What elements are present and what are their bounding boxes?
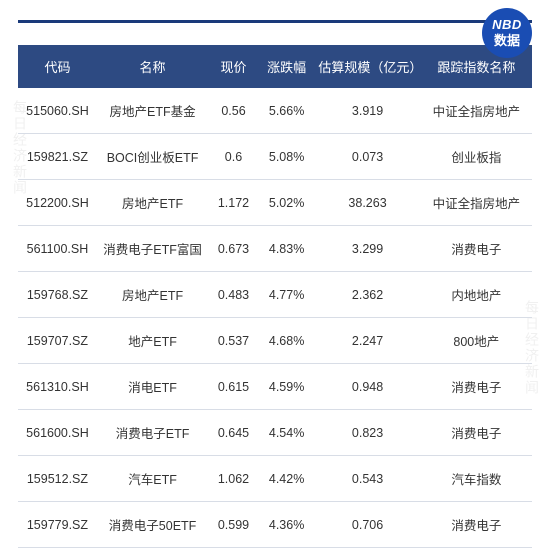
col-header-code: 代码 xyxy=(18,45,97,88)
cell-code: 561100.SH xyxy=(18,226,97,272)
cell-code: 512200.SH xyxy=(18,180,97,226)
cell-code: 561600.SH xyxy=(18,410,97,456)
col-header-scale: 估算规模（亿元） xyxy=(314,45,420,88)
cell-name: 消电ETF xyxy=(97,364,208,410)
cell-change: 4.68% xyxy=(259,318,315,364)
cell-index: 消费电子 xyxy=(421,226,532,272)
cell-change: 4.42% xyxy=(259,456,315,502)
badge-bottom-text: 数据 xyxy=(494,33,520,49)
nbd-badge: NBD 数据 xyxy=(482,8,532,58)
cell-scale: 0.948 xyxy=(314,364,420,410)
table-header-row: 代码名称现价涨跌幅估算规模（亿元）跟踪指数名称 xyxy=(18,45,532,88)
cell-price: 0.56 xyxy=(208,88,259,134)
cell-code: 159768.SZ xyxy=(18,272,97,318)
cell-change: 4.83% xyxy=(259,226,315,272)
table-row: 561600.SH消费电子ETF0.6454.54%0.823消费电子 xyxy=(18,410,532,456)
badge-top-text: NBD xyxy=(492,17,522,33)
table-row: 159768.SZ房地产ETF0.4834.77%2.362内地地产 xyxy=(18,272,532,318)
cell-price: 0.615 xyxy=(208,364,259,410)
cell-scale: 38.263 xyxy=(314,180,420,226)
table-row: 515060.SH房地产ETF基金0.565.66%3.919中证全指房地产 xyxy=(18,88,532,134)
cell-index: 800地产 xyxy=(421,318,532,364)
cell-change: 4.59% xyxy=(259,364,315,410)
cell-name: 消费电子ETF富国 xyxy=(97,226,208,272)
top-border xyxy=(18,20,532,23)
table-row: 159512.SZ汽车ETF1.0624.42%0.543汽车指数 xyxy=(18,456,532,502)
cell-price: 0.645 xyxy=(208,410,259,456)
cell-price: 0.537 xyxy=(208,318,259,364)
cell-change: 4.77% xyxy=(259,272,315,318)
table-row: 159707.SZ地产ETF0.5374.68%2.247800地产 xyxy=(18,318,532,364)
cell-change: 5.08% xyxy=(259,134,315,180)
cell-scale: 0.543 xyxy=(314,456,420,502)
cell-index: 汽车指数 xyxy=(421,456,532,502)
table-row: 512200.SH房地产ETF1.1725.02%38.263中证全指房地产 xyxy=(18,180,532,226)
cell-name: 房地产ETF xyxy=(97,180,208,226)
cell-scale: 2.247 xyxy=(314,318,420,364)
cell-name: 地产ETF xyxy=(97,318,208,364)
table-row: 561100.SH消费电子ETF富国0.6734.83%3.299消费电子 xyxy=(18,226,532,272)
cell-code: 159821.SZ xyxy=(18,134,97,180)
cell-scale: 0.823 xyxy=(314,410,420,456)
cell-name: BOCI创业板ETF xyxy=(97,134,208,180)
cell-price: 1.172 xyxy=(208,180,259,226)
cell-change: 5.66% xyxy=(259,88,315,134)
cell-scale: 3.299 xyxy=(314,226,420,272)
table-row: 159779.SZ消费电子50ETF0.5994.36%0.706消费电子 xyxy=(18,502,532,548)
cell-price: 0.673 xyxy=(208,226,259,272)
cell-name: 消费电子ETF xyxy=(97,410,208,456)
cell-code: 159779.SZ xyxy=(18,502,97,548)
cell-code: 159707.SZ xyxy=(18,318,97,364)
col-header-change: 涨跌幅 xyxy=(259,45,315,88)
table-row: 561310.SH消电ETF0.6154.59%0.948消费电子 xyxy=(18,364,532,410)
cell-code: 515060.SH xyxy=(18,88,97,134)
cell-price: 0.599 xyxy=(208,502,259,548)
etf-table: 代码名称现价涨跌幅估算规模（亿元）跟踪指数名称 515060.SH房地产ETF基… xyxy=(18,45,532,548)
cell-change: 4.36% xyxy=(259,502,315,548)
cell-index: 创业板指 xyxy=(421,134,532,180)
cell-scale: 3.919 xyxy=(314,88,420,134)
cell-name: 房地产ETF基金 xyxy=(97,88,208,134)
cell-price: 0.6 xyxy=(208,134,259,180)
cell-price: 1.062 xyxy=(208,456,259,502)
cell-name: 房地产ETF xyxy=(97,272,208,318)
cell-index: 消费电子 xyxy=(421,502,532,548)
cell-change: 5.02% xyxy=(259,180,315,226)
cell-code: 561310.SH xyxy=(18,364,97,410)
cell-index: 消费电子 xyxy=(421,364,532,410)
cell-name: 消费电子50ETF xyxy=(97,502,208,548)
col-header-name: 名称 xyxy=(97,45,208,88)
table-row: 159821.SZBOCI创业板ETF0.65.08%0.073创业板指 xyxy=(18,134,532,180)
cell-scale: 0.073 xyxy=(314,134,420,180)
cell-index: 消费电子 xyxy=(421,410,532,456)
cell-index: 中证全指房地产 xyxy=(421,88,532,134)
cell-price: 0.483 xyxy=(208,272,259,318)
cell-index: 中证全指房地产 xyxy=(421,180,532,226)
cell-name: 汽车ETF xyxy=(97,456,208,502)
cell-change: 4.54% xyxy=(259,410,315,456)
cell-code: 159512.SZ xyxy=(18,456,97,502)
cell-scale: 0.706 xyxy=(314,502,420,548)
cell-index: 内地地产 xyxy=(421,272,532,318)
cell-scale: 2.362 xyxy=(314,272,420,318)
col-header-price: 现价 xyxy=(208,45,259,88)
